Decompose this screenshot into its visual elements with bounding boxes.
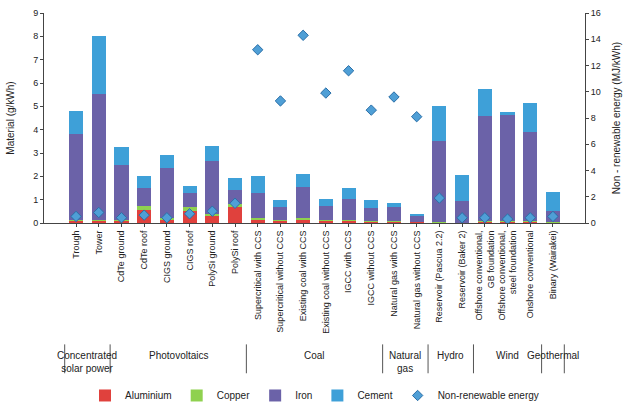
svg-text:10: 10 (591, 87, 601, 97)
svg-text:8: 8 (33, 31, 38, 41)
svg-text:CIGS ground: CIGS ground (162, 231, 172, 284)
svg-text:Naturalgas: Naturalgas (389, 350, 421, 374)
svg-text:9: 9 (33, 8, 38, 18)
svg-text:Hydro: Hydro (437, 350, 464, 361)
svg-text:Supercritical with CCS: Supercritical with CCS (253, 231, 263, 321)
svg-text:Concentratedsolar power: Concentratedsolar power (57, 350, 117, 374)
svg-text:Non - renewable energy (MJ/kWh: Non - renewable energy (MJ/kWh) (611, 42, 622, 194)
svg-text:Offshore conventional,GB found: Offshore conventional,GB foundation (474, 231, 496, 321)
svg-text:Wind: Wind (496, 350, 519, 361)
svg-text:PolySi ground: PolySi ground (207, 231, 217, 287)
svg-text:IGCC with CCS: IGCC with CCS (343, 231, 353, 294)
svg-text:5: 5 (33, 101, 38, 111)
svg-text:CIGS roof: CIGS roof (185, 230, 195, 271)
svg-text:0: 0 (33, 218, 38, 228)
svg-text:Supercritical without CCS: Supercritical without CCS (275, 231, 285, 333)
svg-text:Aluminium: Aluminium (125, 390, 172, 401)
svg-text:Material (g/kWh): Material (g/kWh) (5, 81, 16, 154)
svg-text:4: 4 (591, 166, 596, 176)
svg-text:4: 4 (33, 125, 38, 135)
svg-text:6: 6 (591, 139, 596, 149)
svg-text:CdTe roof: CdTe roof (139, 230, 149, 270)
svg-text:0: 0 (591, 218, 596, 228)
svg-text:Iron: Iron (295, 390, 312, 401)
svg-text:Onshore conventional: Onshore conventional (525, 231, 535, 319)
svg-text:14: 14 (591, 34, 601, 44)
svg-text:Reservoir (Baker 2): Reservoir (Baker 2) (457, 231, 467, 309)
svg-text:8: 8 (591, 113, 596, 123)
svg-text:Cement: Cement (357, 390, 392, 401)
svg-text:CdTe ground: CdTe ground (116, 231, 126, 283)
svg-text:Copper: Copper (217, 390, 250, 401)
svg-text:3: 3 (33, 148, 38, 158)
svg-text:1: 1 (33, 195, 38, 205)
svg-text:PolySi roof: PolySi roof (230, 230, 240, 274)
svg-text:Non-renewable energy: Non-renewable energy (438, 390, 539, 401)
svg-text:Existing coal with CCS: Existing coal with CCS (298, 231, 308, 322)
svg-text:Tower: Tower (94, 231, 104, 255)
svg-text:Existing coal without CCS: Existing coal without CCS (321, 231, 331, 334)
svg-text:Trough: Trough (71, 231, 81, 259)
svg-text:Offshore conventional,steel fo: Offshore conventional,steel foundation (497, 231, 519, 321)
svg-text:2: 2 (33, 171, 38, 181)
svg-text:IGCC without CCS: IGCC without CCS (366, 231, 376, 306)
svg-text:Reservoir (Pascua 2.2): Reservoir (Pascua 2.2) (434, 231, 444, 323)
svg-text:12: 12 (591, 61, 601, 71)
svg-text:6: 6 (33, 78, 38, 88)
svg-text:Natural gas without CCS: Natural gas without CCS (412, 231, 422, 330)
svg-text:Geothermal: Geothermal (527, 350, 579, 361)
svg-text:16: 16 (591, 8, 601, 18)
svg-text:2: 2 (591, 192, 596, 202)
svg-text:Coal: Coal (304, 350, 325, 361)
svg-text:7: 7 (33, 55, 38, 65)
svg-text:Natural gas with CCS: Natural gas with CCS (389, 231, 399, 317)
svg-text:Photovoltaics: Photovoltaics (149, 350, 208, 361)
svg-text:Binary (Wairakei): Binary (Wairakei) (548, 231, 558, 300)
